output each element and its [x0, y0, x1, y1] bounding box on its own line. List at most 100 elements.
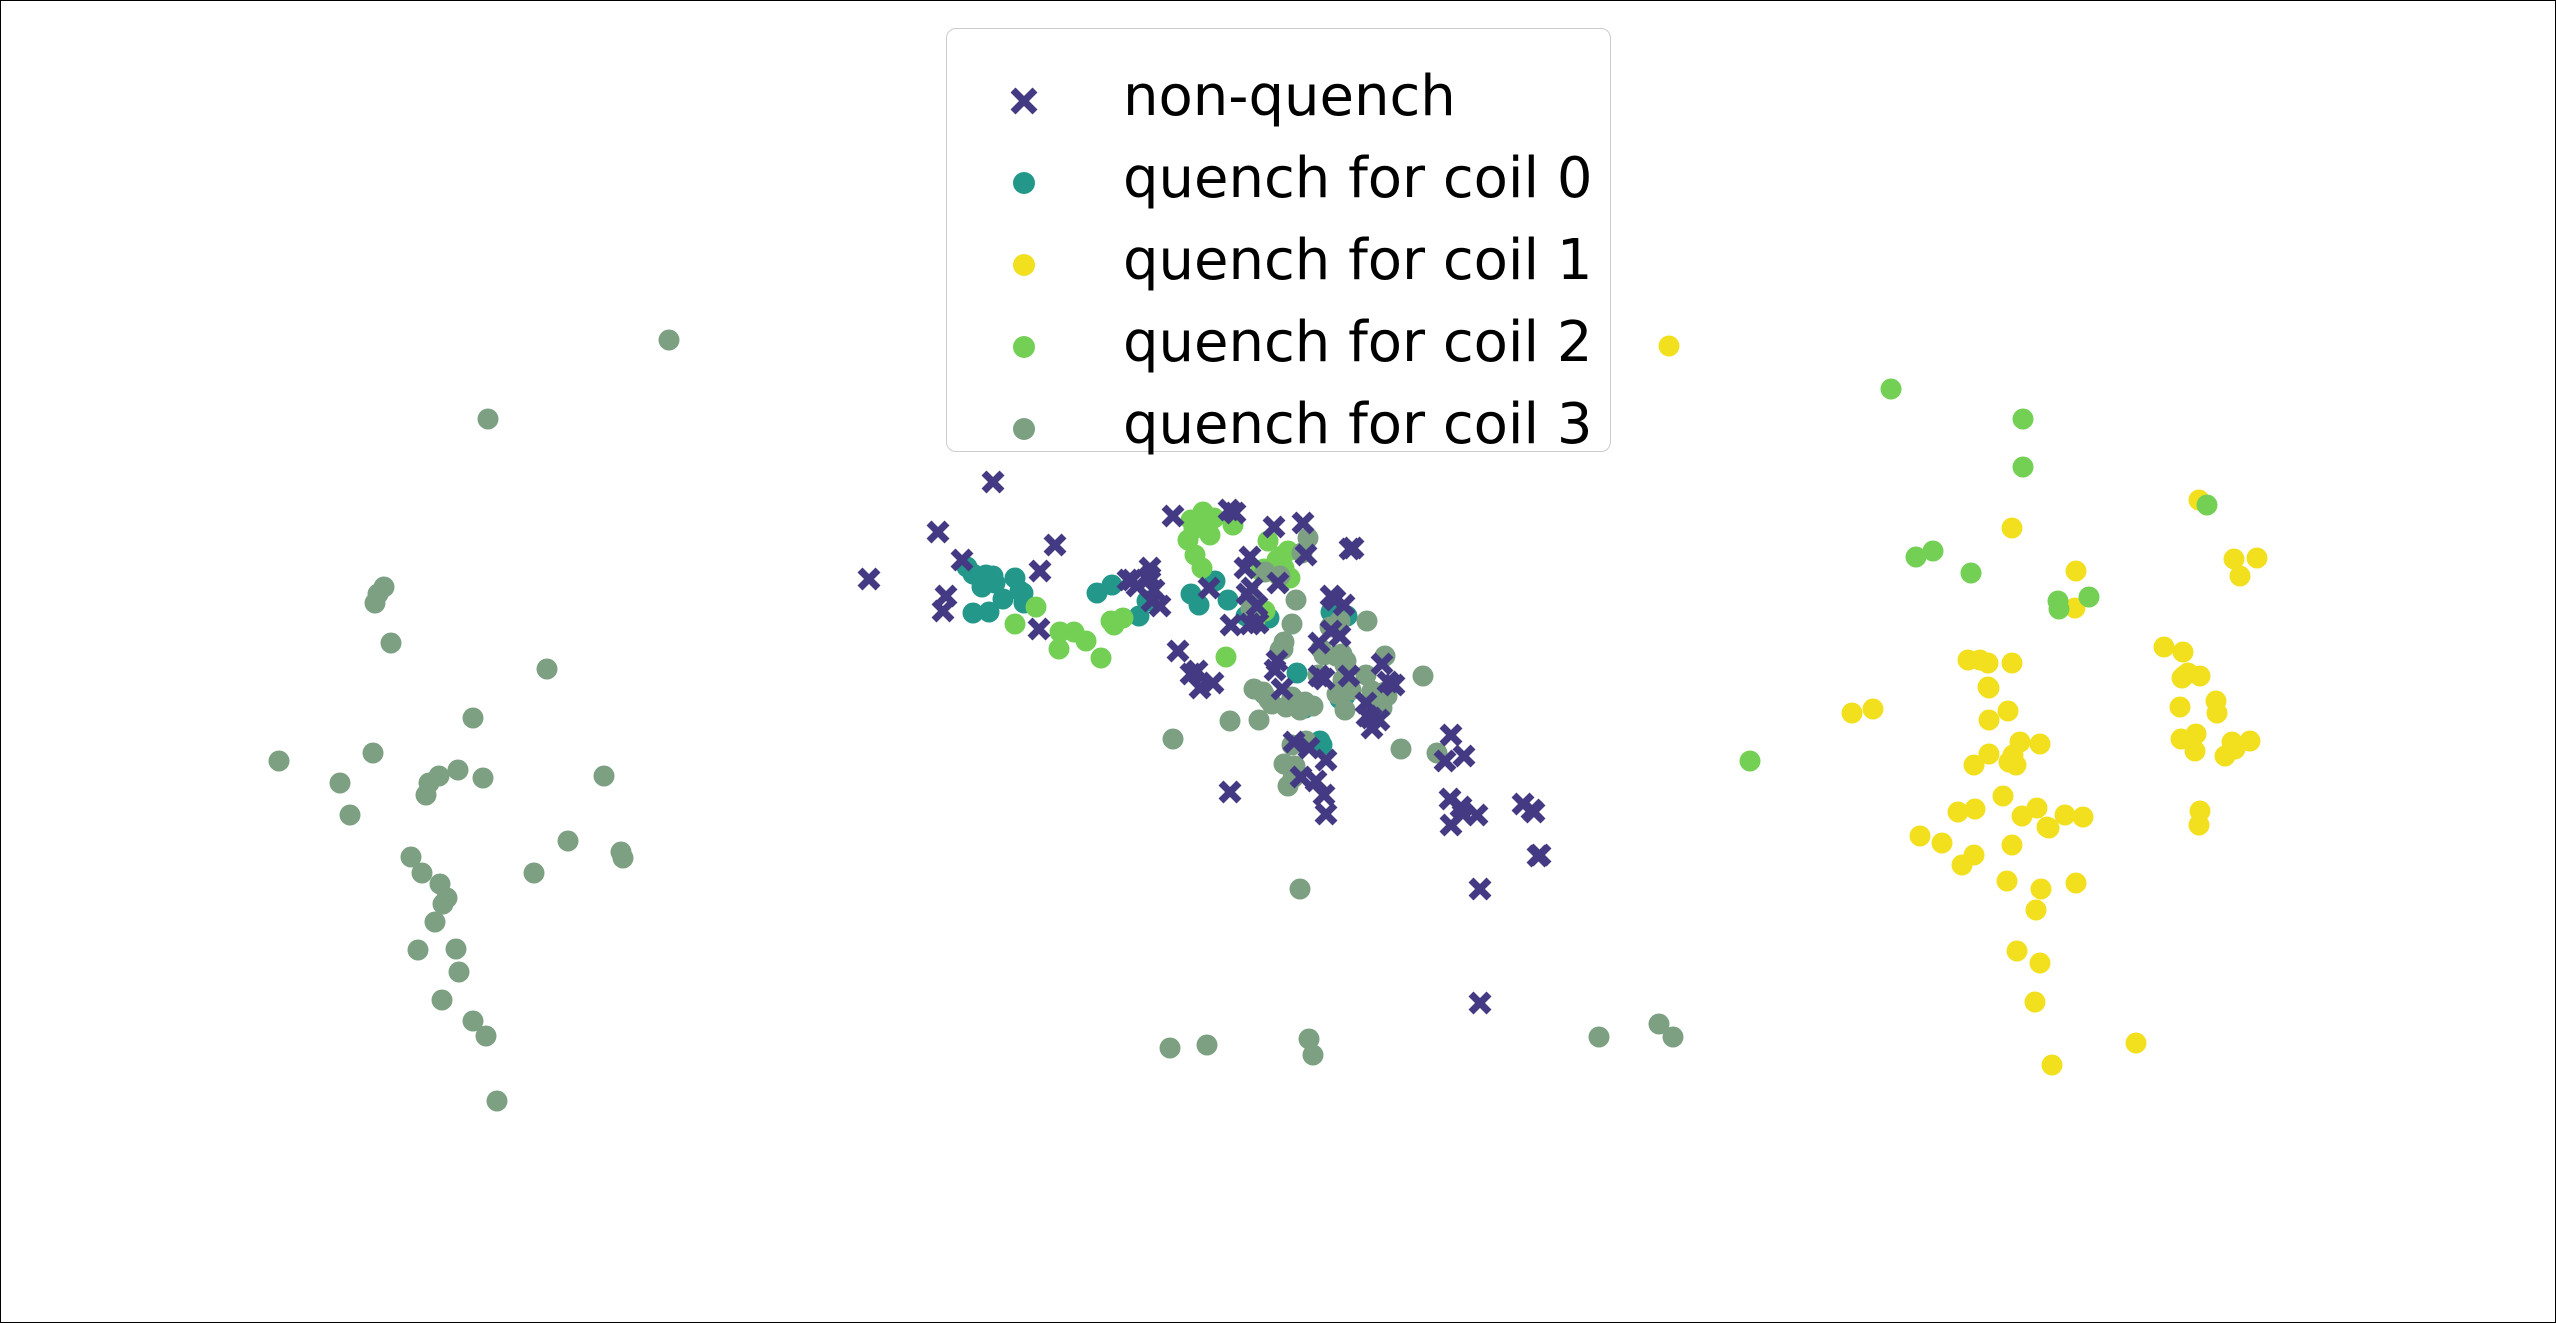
- point-quench-for-coil-3: [1159, 1037, 1181, 1059]
- point-quench-for-coil-3: [1356, 610, 1378, 632]
- circle-marker-icon: [1013, 172, 1035, 194]
- point-quench-for-coil-3: [411, 862, 433, 884]
- point-quench-for-coil-1: [1909, 825, 1931, 847]
- point-quench-for-coil-2: [2078, 586, 2100, 608]
- point-quench-for-coil-3: [557, 830, 579, 852]
- point-quench-for-coil-2: [1880, 378, 1902, 400]
- point-quench-for-coil-1: [2001, 517, 2023, 539]
- point-quench-for-coil-3: [475, 1025, 497, 1047]
- point-quench-for-coil-1: [1992, 785, 2014, 807]
- point-quench-for-coil-3: [1662, 1026, 1684, 1048]
- point-non-quench: [1197, 576, 1221, 600]
- point-non-quench: [1289, 765, 1313, 789]
- legend-label: quench for coil 3: [1123, 392, 1593, 457]
- point-quench-for-coil-3: [462, 1010, 484, 1032]
- point-quench-for-coil-3: [445, 938, 467, 960]
- point-non-quench: [1263, 658, 1287, 682]
- point-non-quench: [1452, 744, 1476, 768]
- point-quench-for-coil-3: [1285, 589, 1307, 611]
- point-quench-for-coil-3: [1412, 665, 1434, 687]
- point-non-quench: [1528, 843, 1552, 867]
- point-non-quench: [1116, 568, 1140, 592]
- point-non-quench: [1235, 582, 1259, 606]
- point-non-quench: [1043, 533, 1067, 557]
- point-quench-for-coil-1: [2005, 754, 2027, 776]
- point-quench-for-coil-1: [2065, 560, 2087, 582]
- point-quench-for-coil-1: [2214, 745, 2236, 767]
- point-quench-for-coil-1: [1951, 854, 1973, 876]
- point-quench-for-coil-2: [1199, 524, 1221, 546]
- point-quench-for-coil-3: [472, 767, 494, 789]
- point-quench-for-coil-3: [329, 772, 351, 794]
- point-quench-for-coil-2: [1189, 509, 1211, 531]
- point-quench-for-coil-3: [407, 939, 429, 961]
- x-marker-icon: [1010, 87, 1038, 115]
- point-quench-for-coil-3: [1281, 613, 1303, 635]
- point-quench-for-coil-1: [2185, 723, 2207, 745]
- point-quench-for-coil-3: [658, 329, 680, 351]
- circle-marker-icon: [1013, 418, 1035, 440]
- point-non-quench: [934, 584, 958, 608]
- point-quench-for-coil-1: [2246, 547, 2268, 569]
- point-quench-for-coil-1: [1978, 709, 2000, 731]
- point-quench-for-coil-1: [2029, 733, 2051, 755]
- legend-label: quench for coil 1: [1123, 228, 1593, 293]
- point-quench-for-coil-3: [1297, 527, 1319, 549]
- point-non-quench: [981, 470, 1005, 494]
- point-quench-for-coil-1: [2125, 1032, 2147, 1054]
- point-quench-for-coil-1: [1978, 743, 2000, 765]
- legend-item-coil-2: quench for coil 2: [947, 307, 1610, 389]
- point-non-quench: [1294, 543, 1318, 567]
- point-quench-for-coil-3: [1219, 710, 1241, 732]
- circle-marker-icon: [1013, 336, 1035, 358]
- point-non-quench: [926, 520, 950, 544]
- point-non-quench: [1314, 748, 1338, 772]
- point-quench-for-coil-0: [1286, 662, 1308, 684]
- point-non-quench: [1148, 594, 1172, 618]
- point-non-quench: [1433, 749, 1457, 773]
- point-non-quench: [1341, 536, 1365, 560]
- point-quench-for-coil-2: [1090, 647, 1112, 669]
- point-non-quench: [1465, 803, 1489, 827]
- point-quench-for-coil-1: [2184, 740, 2206, 762]
- legend-item-coil-1: quench for coil 1: [947, 225, 1610, 307]
- point-quench-for-coil-1: [2169, 696, 2191, 718]
- legend-label: non-quench: [1123, 64, 1456, 129]
- point-quench-for-coil-1: [2006, 940, 2028, 962]
- legend-item-coil-3: quench for coil 3: [947, 389, 1610, 471]
- point-quench-for-coil-2: [2012, 408, 2034, 430]
- point-quench-for-coil-1: [1977, 676, 1999, 698]
- point-non-quench: [1161, 504, 1185, 528]
- point-quench-for-coil-3: [1334, 699, 1356, 721]
- point-non-quench: [1439, 813, 1463, 837]
- point-non-quench: [1028, 559, 1052, 583]
- point-quench-for-coil-1: [2229, 565, 2251, 587]
- point-quench-for-coil-0: [992, 588, 1014, 610]
- point-non-quench: [1328, 624, 1352, 648]
- point-quench-for-coil-1: [2001, 652, 2023, 674]
- point-quench-for-coil-3: [424, 911, 446, 933]
- point-non-quench: [1270, 677, 1294, 701]
- point-quench-for-coil-2: [1922, 540, 1944, 562]
- point-quench-for-coil-1: [1963, 754, 1985, 776]
- point-quench-for-coil-2: [1004, 613, 1026, 635]
- point-quench-for-coil-3: [362, 742, 384, 764]
- point-quench-for-coil-2: [1048, 638, 1070, 660]
- point-non-quench: [1266, 571, 1290, 595]
- point-quench-for-coil-2: [1257, 530, 1279, 552]
- point-non-quench: [1223, 501, 1247, 525]
- point-non-quench: [1307, 664, 1331, 688]
- point-quench-for-coil-1: [2041, 1054, 2063, 1076]
- point-quench-for-coil-3: [400, 846, 422, 868]
- point-quench-for-coil-1: [1997, 700, 2019, 722]
- point-quench-for-coil-3: [448, 961, 470, 983]
- point-non-quench: [1219, 613, 1243, 637]
- point-non-quench: [1370, 652, 1394, 676]
- point-quench-for-coil-0: [984, 572, 1006, 594]
- point-quench-for-coil-3: [1302, 695, 1324, 717]
- point-quench-for-coil-3: [1289, 878, 1311, 900]
- point-non-quench: [1304, 769, 1328, 793]
- point-quench-for-coil-0: [978, 601, 1000, 623]
- point-non-quench: [1027, 617, 1051, 641]
- point-quench-for-coil-3: [486, 1090, 508, 1112]
